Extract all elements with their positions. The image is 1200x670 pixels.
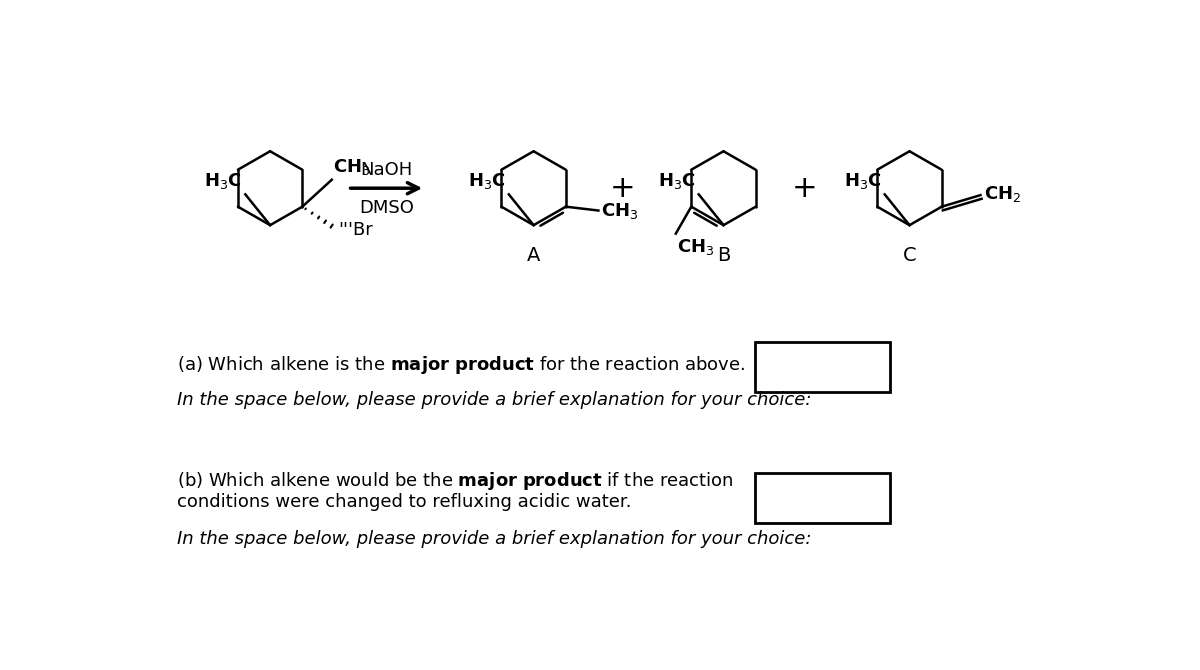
Text: (a) Which alkene is the $\mathbf{major\ product}$ for the reaction above.: (a) Which alkene is the $\mathbf{major\ … [178,354,745,377]
Text: B: B [716,246,730,265]
Text: In the space below, please provide a brief explanation for your choice:: In the space below, please provide a bri… [178,529,811,547]
Text: conditions were changed to refluxing acidic water.: conditions were changed to refluxing aci… [178,493,631,511]
Text: H$_3$C: H$_3$C [844,172,882,191]
Bar [755,342,890,392]
Text: C: C [902,246,917,265]
Text: CH$_3$: CH$_3$ [601,200,638,220]
Text: CH$_2$: CH$_2$ [984,184,1021,204]
Bar [755,473,890,523]
Text: (b) Which alkene would be the $\mathbf{major\ product}$ if the reaction: (b) Which alkene would be the $\mathbf{m… [178,470,733,492]
Text: In the space below, please provide a brief explanation for your choice:: In the space below, please provide a bri… [178,391,811,409]
Text: A: A [527,246,540,265]
Text: CH$_3$: CH$_3$ [677,237,715,257]
Text: '''Br: '''Br [338,221,373,239]
Text: +: + [792,174,817,203]
Text: DMSO: DMSO [359,199,414,217]
Text: H$_3$C: H$_3$C [204,172,242,191]
Text: NaOH: NaOH [360,161,413,179]
Text: CH$_3$: CH$_3$ [334,157,371,177]
Text: H$_3$C: H$_3$C [468,172,505,191]
Text: +: + [610,174,636,203]
Text: H$_3$C: H$_3$C [658,172,696,191]
